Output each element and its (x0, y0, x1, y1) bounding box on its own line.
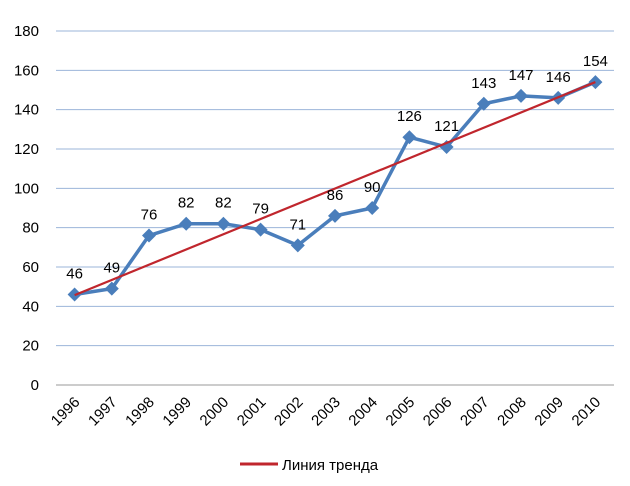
data-point-marker (253, 222, 268, 237)
x-tick-label: 2002 (271, 394, 307, 430)
y-tick-label: 20 (22, 338, 39, 355)
data-label: 154 (583, 53, 608, 70)
data-label: 90 (364, 179, 381, 196)
legend-trendline-label: Линия тренда (282, 457, 379, 474)
data-label: 79 (252, 201, 269, 218)
x-tick-label: 2008 (494, 394, 530, 430)
y-axis-ticks: 0 20 40 60 80 100 120 140 160 180 (14, 23, 39, 394)
data-point-marker (402, 130, 417, 145)
data-label: 147 (508, 67, 533, 84)
data-label: 49 (103, 260, 120, 277)
x-tick-label: 1999 (159, 394, 195, 430)
data-point-marker (514, 88, 528, 103)
data-label: 82 (178, 195, 195, 212)
data-point-marker (179, 216, 194, 231)
x-tick-label: 2001 (234, 394, 270, 430)
trendline (74, 81, 596, 297)
y-tick-label: 120 (14, 141, 39, 158)
trendline-line (74, 81, 596, 297)
x-tick-label: 2005 (383, 394, 419, 430)
data-point-marker (104, 281, 119, 296)
data-label: 146 (546, 69, 571, 86)
data-label: 126 (397, 108, 422, 125)
data-point-marker (476, 96, 491, 111)
y-tick-label: 100 (14, 180, 39, 197)
data-label: 46 (66, 266, 83, 283)
x-tick-label: 2007 (457, 394, 493, 430)
data-label: 143 (471, 75, 496, 92)
data-label: 86 (327, 187, 344, 204)
x-tick-label: 2010 (569, 394, 605, 430)
data-point-marker (142, 228, 156, 243)
data-point-marker (365, 201, 380, 215)
legend: Линия тренда (240, 457, 379, 474)
x-tick-label: 1998 (122, 394, 158, 430)
y-tick-label: 140 (14, 102, 39, 119)
data-label: 121 (434, 118, 459, 135)
x-tick-label: 2003 (308, 394, 344, 430)
y-tick-label: 80 (22, 220, 39, 237)
y-tick-label: 60 (22, 259, 39, 276)
y-tick-label: 180 (14, 23, 39, 40)
y-tick-label: 0 (31, 377, 39, 394)
x-tick-label: 2000 (197, 394, 233, 430)
x-tick-label: 2004 (345, 394, 381, 430)
x-tick-label: 1997 (85, 394, 121, 430)
y-tick-label: 160 (14, 62, 39, 79)
data-label: 82 (215, 195, 232, 212)
data-label: 76 (141, 207, 158, 224)
data-labels: 46 49 76 82 82 79 71 86 90 126 121 143 147 146 154 (66, 53, 608, 282)
data-point-marker (328, 208, 342, 223)
x-tick-label: 2009 (531, 394, 567, 430)
x-tick-label: 1996 (48, 394, 84, 430)
data-point-marker (290, 238, 305, 253)
data-label: 71 (289, 216, 306, 233)
x-axis-ticks: 1996 1997 1998 1999 2000 2001 2002 2003 2004 2005… (48, 394, 604, 430)
y-tick-label: 40 (22, 298, 39, 315)
data-point-marker (216, 216, 231, 231)
x-tick-label: 2006 (420, 394, 456, 430)
